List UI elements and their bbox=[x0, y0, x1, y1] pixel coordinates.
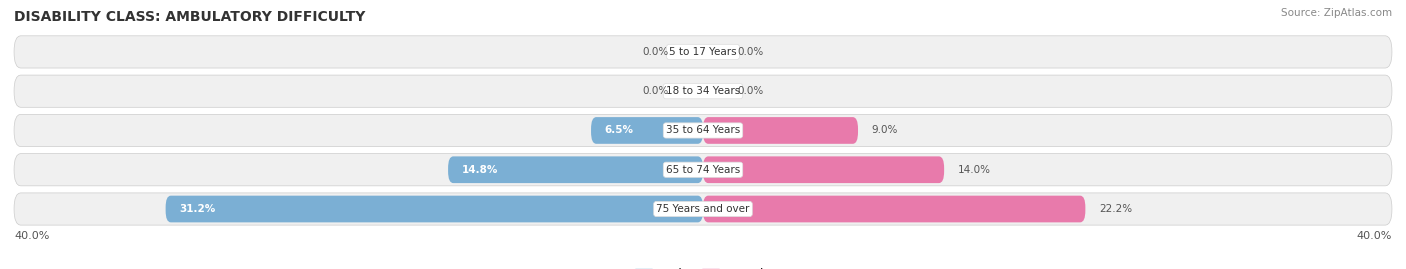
Text: Source: ZipAtlas.com: Source: ZipAtlas.com bbox=[1281, 8, 1392, 18]
Text: 14.8%: 14.8% bbox=[461, 165, 498, 175]
FancyBboxPatch shape bbox=[14, 193, 1392, 225]
FancyBboxPatch shape bbox=[14, 36, 1392, 68]
FancyBboxPatch shape bbox=[14, 114, 1392, 147]
Text: DISABILITY CLASS: AMBULATORY DIFFICULTY: DISABILITY CLASS: AMBULATORY DIFFICULTY bbox=[14, 10, 366, 24]
FancyBboxPatch shape bbox=[166, 196, 703, 222]
FancyBboxPatch shape bbox=[703, 156, 945, 183]
Text: 5 to 17 Years: 5 to 17 Years bbox=[669, 47, 737, 57]
Legend: Male, Female: Male, Female bbox=[630, 263, 776, 269]
FancyBboxPatch shape bbox=[591, 117, 703, 144]
Text: 65 to 74 Years: 65 to 74 Years bbox=[666, 165, 740, 175]
Text: 22.2%: 22.2% bbox=[1099, 204, 1132, 214]
Text: 40.0%: 40.0% bbox=[1357, 231, 1392, 240]
Text: 0.0%: 0.0% bbox=[643, 86, 669, 96]
FancyBboxPatch shape bbox=[14, 75, 1392, 107]
Text: 18 to 34 Years: 18 to 34 Years bbox=[666, 86, 740, 96]
Text: 35 to 64 Years: 35 to 64 Years bbox=[666, 125, 740, 136]
FancyBboxPatch shape bbox=[449, 156, 703, 183]
Text: 0.0%: 0.0% bbox=[738, 86, 763, 96]
Text: 31.2%: 31.2% bbox=[180, 204, 215, 214]
Text: 0.0%: 0.0% bbox=[643, 47, 669, 57]
Text: 6.5%: 6.5% bbox=[605, 125, 634, 136]
Text: 9.0%: 9.0% bbox=[872, 125, 898, 136]
Text: 75 Years and over: 75 Years and over bbox=[657, 204, 749, 214]
Text: 40.0%: 40.0% bbox=[14, 231, 49, 240]
FancyBboxPatch shape bbox=[703, 196, 1085, 222]
FancyBboxPatch shape bbox=[14, 154, 1392, 186]
Text: 0.0%: 0.0% bbox=[738, 47, 763, 57]
FancyBboxPatch shape bbox=[703, 117, 858, 144]
Text: 14.0%: 14.0% bbox=[957, 165, 991, 175]
